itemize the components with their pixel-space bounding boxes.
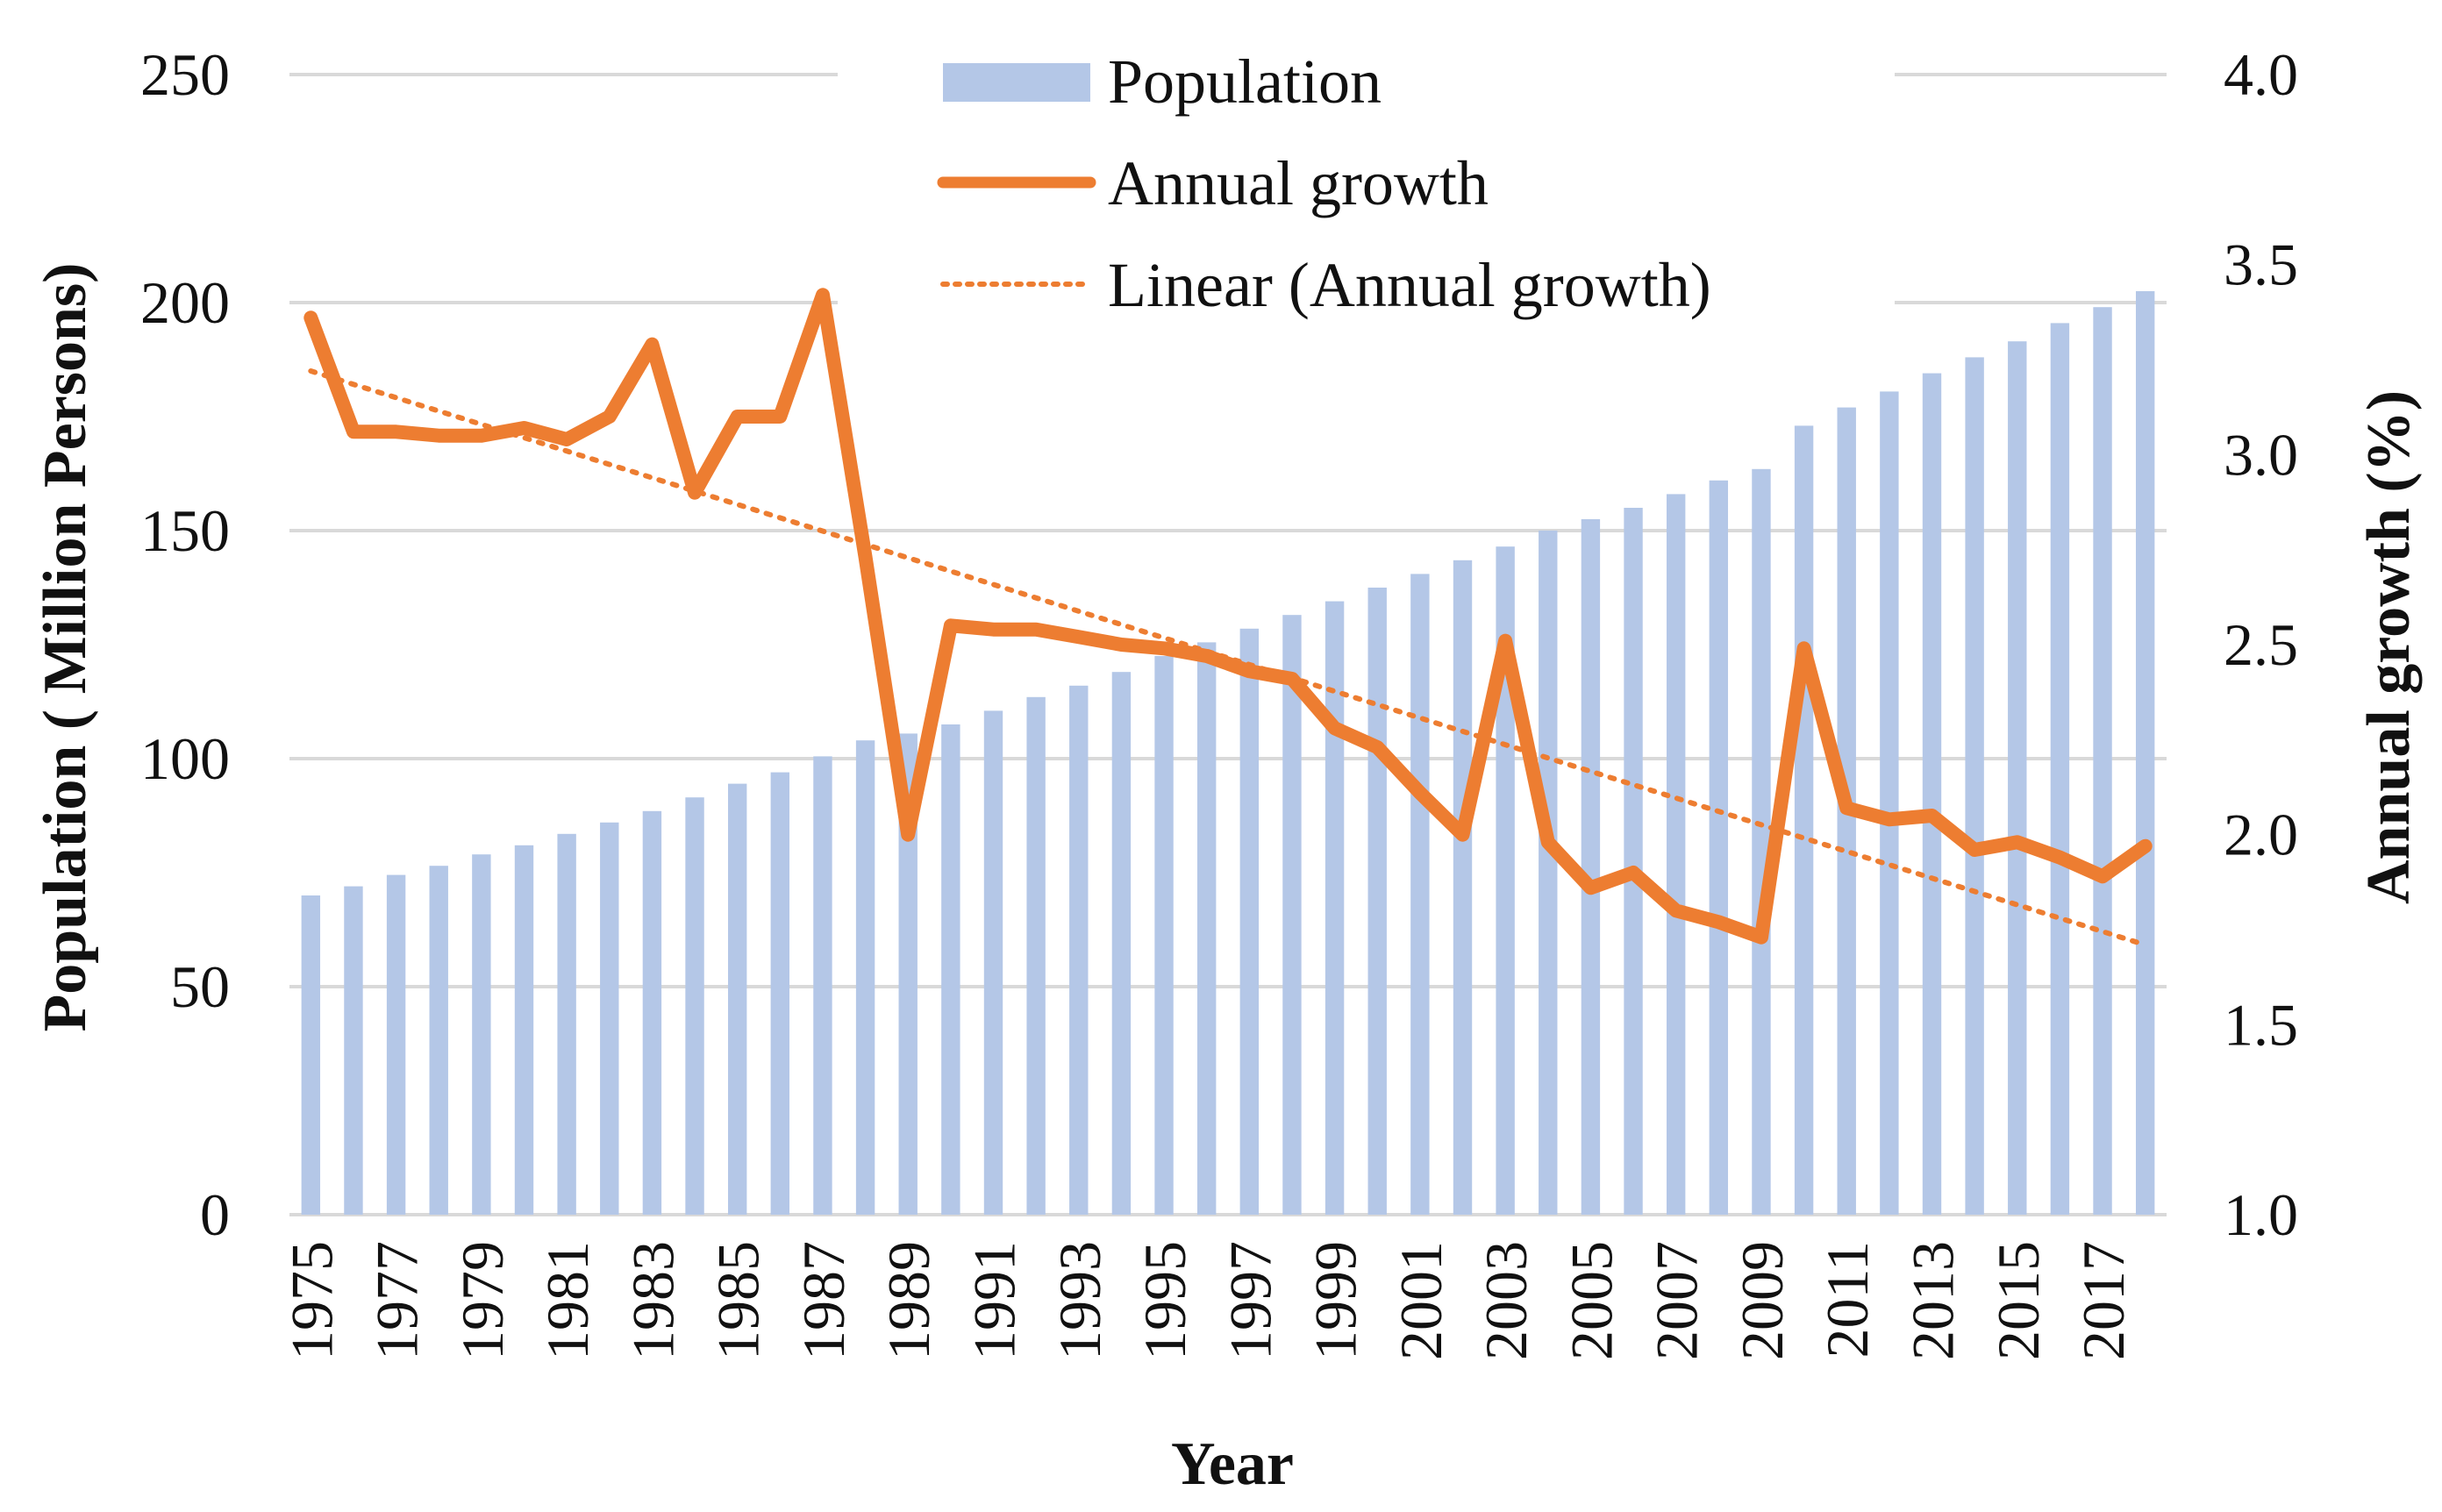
x-tick-label: 1991	[961, 1241, 1028, 1360]
right-axis-ticks: 1.0 1.5 2.0 2.5 3.0 3.5 4.0	[2224, 41, 2298, 1248]
population-bar	[1154, 656, 1174, 1215]
population-bars	[301, 291, 2155, 1216]
x-tick-label: 1995	[1132, 1241, 1198, 1360]
population-bar	[1325, 601, 1345, 1215]
left-axis-ticks: 0 50 100 150 200 250	[140, 41, 230, 1248]
x-tick-label: 2003	[1473, 1241, 1539, 1360]
population-bar	[1922, 373, 1942, 1216]
population-bar	[1367, 588, 1387, 1215]
y-tick-label: 200	[140, 269, 230, 336]
y-right-tick-label: 3.5	[2224, 232, 2298, 298]
population-bar	[2093, 307, 2112, 1216]
x-tick-label: 1975	[278, 1241, 345, 1360]
growth-line-layer	[303, 288, 2153, 945]
x-tick-label: 2015	[1985, 1241, 2052, 1360]
population-bar	[727, 783, 747, 1215]
y-right-tick-label: 1.0	[2224, 1181, 2298, 1248]
x-tick-label: 1987	[790, 1241, 857, 1360]
population-bar	[1965, 357, 1984, 1215]
population-bar	[855, 740, 875, 1215]
population-bar	[344, 886, 363, 1215]
population-bar	[301, 895, 321, 1215]
population-bar	[2050, 323, 2070, 1215]
x-tick-label: 1977	[364, 1241, 431, 1360]
x-tick-label: 2007	[1644, 1241, 1710, 1360]
x-tick-label: 1981	[534, 1241, 601, 1360]
x-tick-label: 1989	[875, 1241, 942, 1360]
population-bar	[1496, 546, 1515, 1215]
x-axis-title: Year	[1171, 1430, 1294, 1498]
legend-label-population: Population	[1108, 46, 1382, 117]
population-bar	[557, 833, 576, 1215]
y-right-tick-label: 4.0	[2224, 41, 2298, 108]
y-right-tick-label: 1.5	[2224, 991, 2298, 1058]
population-bar	[1794, 425, 1814, 1215]
population-bar	[1581, 519, 1601, 1215]
x-tick-label: 1997	[1217, 1241, 1283, 1360]
legend-swatch-population	[943, 63, 1090, 102]
y-axis-right-title: Annual growth (%)	[2355, 390, 2423, 904]
population-bar	[770, 772, 790, 1215]
population-bar	[1752, 468, 1771, 1215]
x-tick-label: 1999	[1303, 1241, 1369, 1360]
population-bar	[813, 756, 832, 1215]
population-bar	[1026, 696, 1046, 1215]
x-tick-label: 2013	[1900, 1241, 1967, 1360]
x-tick-label: 1993	[1046, 1241, 1113, 1360]
population-bar	[429, 866, 448, 1215]
legend: Population Annual growth Linear (Annual …	[838, 14, 1895, 334]
population-bar	[1880, 391, 1899, 1215]
population-bar	[1239, 628, 1260, 1215]
legend-label-annual-growth: Annual growth	[1108, 148, 1489, 218]
x-tick-label: 2001	[1388, 1241, 1454, 1360]
y-tick-label: 50	[170, 953, 230, 1020]
annual-growth-line	[303, 288, 2153, 945]
x-tick-label: 2017	[2070, 1241, 2137, 1360]
y-tick-label: 150	[140, 497, 230, 564]
population-bar	[1453, 560, 1473, 1215]
population-bar	[514, 845, 534, 1215]
population-bar	[898, 733, 918, 1215]
x-axis-ticks: 1975 1977 1979 1981 1983 1985 1987 1989 1991 1993…	[278, 1241, 2137, 1360]
population-bar	[472, 854, 491, 1215]
population-bar	[1069, 685, 1089, 1215]
population-bar	[1666, 494, 1686, 1215]
x-tick-label: 1985	[705, 1241, 772, 1360]
x-tick-label: 1983	[619, 1241, 686, 1360]
population-bar	[2135, 291, 2155, 1215]
population-bar	[1282, 615, 1302, 1215]
population-bar	[983, 710, 1003, 1215]
legend-label-linear-trend: Linear (Annual growth)	[1108, 250, 1711, 320]
y-tick-label: 100	[140, 725, 230, 792]
population-bar	[1196, 642, 1217, 1215]
population-bar	[1111, 672, 1132, 1215]
x-tick-label: 2005	[1558, 1241, 1624, 1360]
y-right-tick-label: 3.0	[2224, 421, 2298, 488]
population-bar	[1624, 508, 1643, 1215]
population-bar	[685, 797, 704, 1215]
population-bar	[1410, 574, 1430, 1215]
population-bar	[1539, 531, 1558, 1215]
population-bar	[386, 874, 406, 1215]
population-bar	[1709, 480, 1729, 1215]
x-tick-label: 2009	[1729, 1241, 1796, 1360]
population-bar	[2008, 341, 2027, 1215]
y-right-tick-label: 2.0	[2224, 802, 2298, 868]
x-tick-label: 1979	[449, 1241, 516, 1360]
y-tick-label: 250	[140, 41, 230, 108]
population-bar	[941, 724, 960, 1215]
x-tick-label: 2011	[1814, 1241, 1881, 1358]
population-bar	[642, 810, 662, 1215]
population-bar	[600, 822, 619, 1215]
y-right-tick-label: 2.5	[2224, 611, 2298, 678]
y-axis-title: Population ( Million Persons)	[32, 263, 99, 1032]
y-tick-label: 0	[200, 1181, 230, 1248]
